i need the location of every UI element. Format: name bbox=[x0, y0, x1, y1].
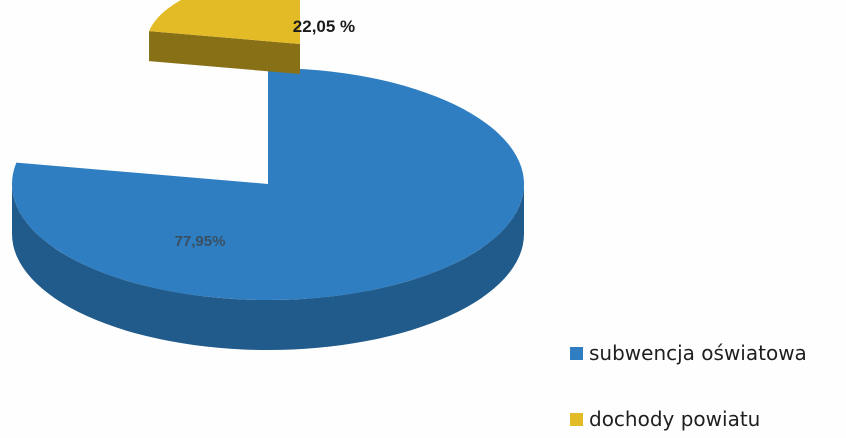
pie-slice-side-0 bbox=[12, 184, 524, 350]
legend: subwencja oświatowa dochody powiatu bbox=[570, 338, 807, 434]
pie-slice-1 bbox=[149, 0, 300, 74]
legend-swatch-dochody bbox=[570, 412, 583, 426]
pie-slice-cut-face-1-0 bbox=[149, 31, 300, 74]
slice-value-label-0: 77,95% bbox=[175, 233, 226, 250]
legend-label-dochody: dochody powiatu bbox=[589, 407, 761, 431]
legend-swatch-subwencja bbox=[570, 346, 583, 360]
legend-item-subwencja: subwencja oświatowa bbox=[570, 338, 807, 368]
pie-slice-top-0 bbox=[11, 68, 524, 300]
legend-item-dochody: dochody powiatu bbox=[570, 404, 807, 434]
legend-label-subwencja: subwencja oświatowa bbox=[589, 341, 807, 365]
slice-value-label-1: 22,05 % bbox=[293, 17, 355, 36]
pie-slice-0 bbox=[11, 68, 524, 350]
pie-slice-top-1 bbox=[149, 0, 300, 44]
